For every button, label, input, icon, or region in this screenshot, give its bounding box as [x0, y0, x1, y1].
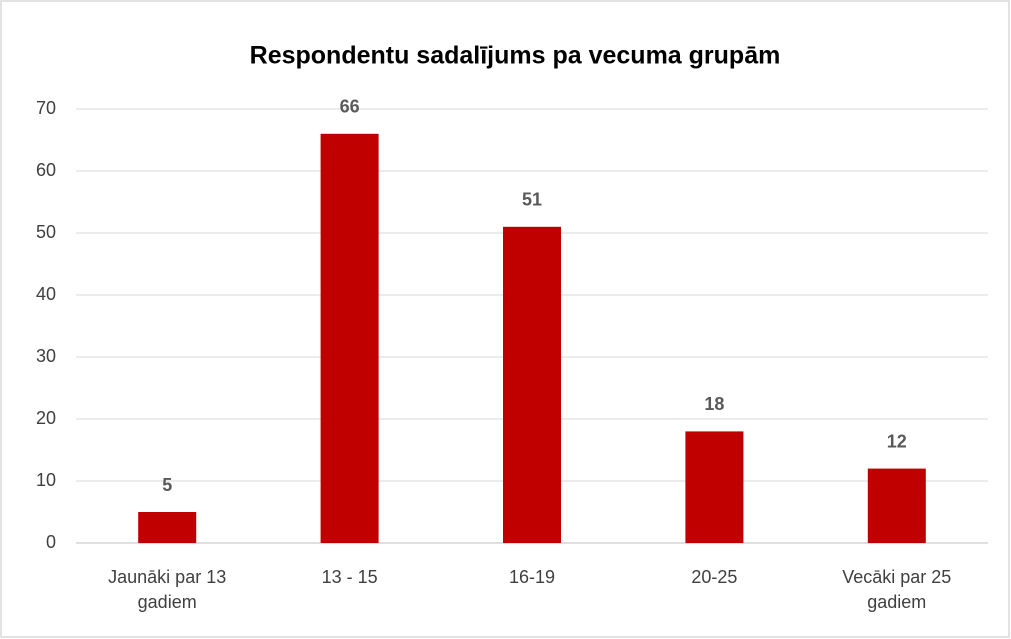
x-tick-label: 16-19 — [508, 567, 556, 587]
y-tick-label: 20 — [36, 408, 56, 428]
y-tick-label: 30 — [36, 346, 56, 366]
y-tick-label: 70 — [36, 98, 56, 118]
x-tick-label: 13 - 15 — [321, 567, 378, 587]
data-label: 51 — [522, 190, 542, 210]
x-tick-label: Jaunāki par 13 gadiem — [108, 567, 227, 612]
bar — [138, 512, 197, 543]
bar — [503, 226, 561, 544]
chart-title: Respondentu sadalījums pa vecuma grupām — [250, 42, 781, 70]
bar — [320, 133, 379, 544]
data-label: 5 — [162, 475, 172, 495]
data-label: 66 — [340, 97, 360, 117]
data-label: 12 — [887, 431, 907, 451]
y-tick-label: 0 — [46, 532, 56, 552]
y-tick-label: 50 — [36, 222, 56, 242]
x-tick-label: 20-25 — [691, 567, 738, 587]
bar — [685, 431, 744, 543]
x-tick-label: Vecāki par 25 gadiem — [842, 567, 952, 612]
y-tick-label: 10 — [36, 470, 56, 490]
bar — [867, 468, 926, 543]
y-tick-label: 40 — [36, 284, 56, 304]
data-label: 18 — [704, 394, 724, 414]
y-tick-label: 60 — [36, 160, 56, 180]
